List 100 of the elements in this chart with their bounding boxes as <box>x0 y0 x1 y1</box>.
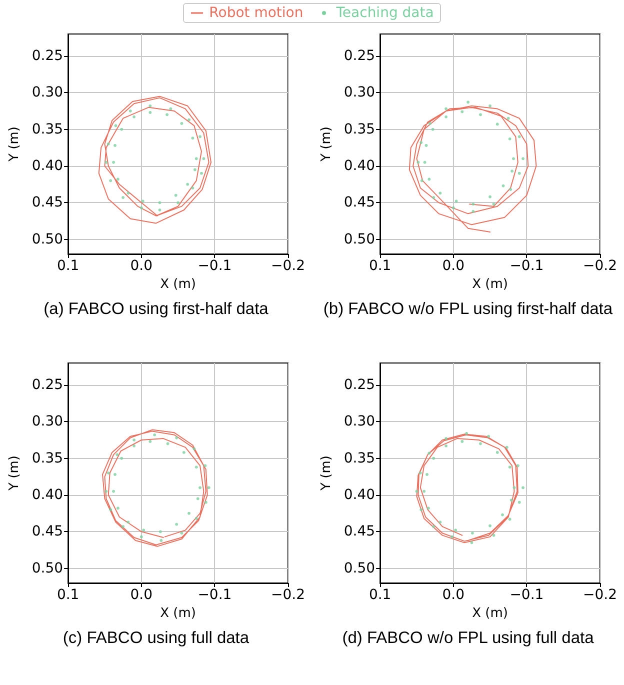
point <box>518 500 521 504</box>
point <box>116 506 120 510</box>
point <box>452 206 455 210</box>
point <box>488 104 492 108</box>
point <box>460 110 464 114</box>
point <box>444 444 448 448</box>
text: (d) FABCO w/o FPL using full data <box>341 628 595 648</box>
point <box>207 486 210 490</box>
point <box>132 115 136 118</box>
point <box>488 195 492 198</box>
point <box>132 438 136 442</box>
y-tick-label: 0.50 <box>344 560 376 576</box>
x-tick-label: −0.2 <box>583 587 617 603</box>
x-tick-label: −0.1 <box>510 258 544 274</box>
x-tick-label: −0.2 <box>271 587 305 603</box>
point <box>508 518 512 521</box>
y-tick-label: 0.50 <box>32 231 64 248</box>
point <box>120 456 124 460</box>
point <box>104 490 108 493</box>
point <box>465 432 468 435</box>
x-tick-label: −0.2 <box>583 258 617 274</box>
y-axis-title: Y (m) <box>7 456 22 492</box>
point <box>420 179 424 182</box>
y-axis-title: Y (m) <box>7 126 22 162</box>
point <box>479 113 482 116</box>
x-axis-title: X (m) <box>472 277 508 292</box>
point <box>109 508 112 512</box>
point <box>496 122 499 126</box>
legend-label: Robot motion <box>209 5 304 21</box>
point <box>512 486 516 490</box>
point <box>122 196 125 200</box>
point <box>122 525 125 528</box>
point <box>492 202 496 206</box>
point <box>479 442 482 446</box>
y-tick-label: 0.30 <box>32 84 64 101</box>
point <box>444 107 448 110</box>
point <box>512 157 515 160</box>
point <box>444 115 448 118</box>
point <box>175 522 178 526</box>
point <box>148 104 152 108</box>
point <box>422 490 426 493</box>
point <box>444 437 448 440</box>
point <box>424 144 428 147</box>
point <box>194 516 198 520</box>
text: (c) FABCO using full data <box>62 628 250 648</box>
point <box>204 500 208 504</box>
point <box>204 464 207 468</box>
x-tick-label: 0.0 <box>442 258 465 274</box>
point <box>106 472 110 474</box>
point <box>186 182 190 186</box>
point <box>166 113 169 116</box>
y-tick-label: 0.35 <box>344 121 376 138</box>
point <box>106 142 110 146</box>
y-tick-label: 0.30 <box>344 414 376 430</box>
point <box>428 178 431 181</box>
point <box>196 497 200 500</box>
y-tick-label: 0.45 <box>32 524 64 540</box>
point <box>509 188 512 191</box>
x-axis-title: X (m) <box>160 277 196 292</box>
point <box>175 436 178 440</box>
point <box>113 472 116 476</box>
point <box>158 201 162 204</box>
point <box>472 202 475 206</box>
point <box>116 178 120 181</box>
point <box>518 135 521 138</box>
point <box>510 170 514 173</box>
point <box>198 135 202 138</box>
point <box>501 513 504 516</box>
point <box>432 525 436 528</box>
y-tick-label: 0.40 <box>344 487 376 503</box>
point <box>516 464 520 468</box>
point <box>420 508 423 512</box>
point <box>425 472 428 476</box>
line-series <box>102 429 208 547</box>
point <box>508 466 512 469</box>
point <box>182 450 186 454</box>
point <box>502 184 505 188</box>
point <box>140 206 143 210</box>
point <box>466 100 470 104</box>
point <box>472 210 475 213</box>
point <box>191 186 194 190</box>
point <box>438 192 442 195</box>
point <box>112 490 116 493</box>
point <box>128 110 132 112</box>
y-tick-label: 0.25 <box>32 377 64 393</box>
x-tick-label: −0.1 <box>510 587 544 603</box>
point <box>487 434 490 438</box>
point <box>192 447 196 450</box>
y-tick-label: 0.35 <box>32 121 64 138</box>
line-series <box>98 96 212 224</box>
y-tick-label: 0.30 <box>32 414 64 430</box>
y-tick-label: 0.45 <box>32 194 64 211</box>
text: (a) FABCO using first-half data <box>42 299 270 319</box>
y-tick-label: 0.45 <box>344 194 376 211</box>
point <box>454 528 458 532</box>
x-tick-label: 0.0 <box>130 587 153 603</box>
point <box>416 160 420 164</box>
point <box>496 450 499 454</box>
x-tick-label: 0.1 <box>56 258 80 274</box>
point <box>113 144 116 147</box>
